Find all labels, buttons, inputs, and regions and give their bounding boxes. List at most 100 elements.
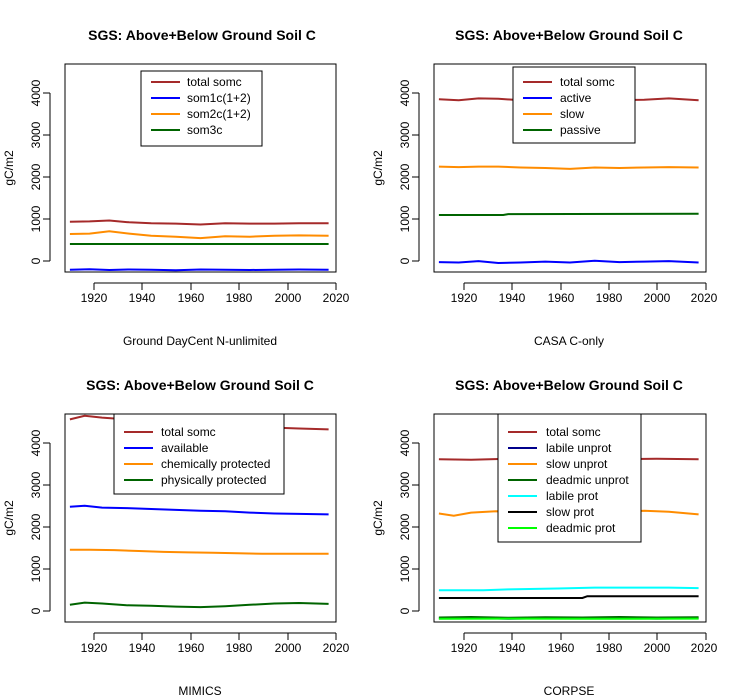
chart-title: SGS: Above+Below Ground Soil C [88,27,316,43]
y-axis-label: gC/m2 [371,150,385,186]
y-tick-label: 1000 [29,555,43,582]
y-axis: 0 1000 2000 3000 4000 [398,79,420,264]
y-tick-label: 3000 [29,121,43,148]
x-axis: 1920 1940 1960 1980 2000 2020 [451,632,718,655]
x-tick-label: 2000 [275,641,302,655]
legend: total somc available chemically protecte… [113,413,285,495]
x-axis-label: CORPSE [544,684,595,698]
series-line-som1c-1-2- [69,268,329,272]
series-line-physically-protected [69,601,329,609]
panel-mimics: SGS: Above+Below Ground Soil C 0 1000 20… [2,377,350,698]
series-line-available [69,504,329,516]
x-tick-label: 1980 [596,291,623,305]
x-tick-label: 1940 [499,641,526,655]
x-tick-label: 2000 [644,291,671,305]
y-tick-label: 2000 [29,163,43,190]
legend-label: total somc [560,75,615,89]
x-tick-label: 2000 [644,641,671,655]
series-line-total-somc [69,219,329,226]
y-tick-label: 2000 [29,513,43,540]
series-line-labile-prot [438,586,699,592]
y-tick-label: 3000 [398,121,412,148]
legend-label: deadmic unprot [546,473,629,487]
x-axis: 1920 1940 1960 1980 2000 2020 [81,282,350,305]
x-tick-label: 1940 [129,641,156,655]
x-axis-label: Ground DayCent N-unlimited [123,334,277,348]
y-tick-label: 1000 [398,555,412,582]
x-tick-label: 2020 [691,291,718,305]
y-tick-label: 4000 [29,79,43,106]
panel-casa: SGS: Above+Below Ground Soil C 0 1000 20… [371,27,718,348]
x-tick-label: 1940 [499,291,526,305]
y-tick-label: 0 [29,257,43,264]
legend-label: physically protected [161,473,266,487]
legend-label: som2c(1+2) [187,107,251,121]
x-tick-label: 2020 [691,641,718,655]
y-axis: 0 1000 2000 3000 4000 [398,429,420,614]
series-line-som2c-1-2- [69,230,329,240]
legend-label: labile prot [546,489,599,503]
legend-label: total somc [161,425,216,439]
x-tick-label: 1980 [226,291,253,305]
legend: total somc som1c(1+2) som2c(1+2) som3c [140,70,263,147]
x-axis-label: CASA C-only [534,334,604,348]
series-line-active [438,259,699,265]
legend-label: slow [560,107,584,121]
x-tick-label: 1960 [548,641,575,655]
x-tick-label: 2000 [275,291,302,305]
y-tick-label: 4000 [398,79,412,106]
x-tick-label: 1960 [548,291,575,305]
legend-label: som3c [187,123,222,137]
x-tick-label: 2020 [323,641,350,655]
y-tick-label: 3000 [29,471,43,498]
x-tick-label: 1920 [451,641,478,655]
legend: total somc active slow passive [512,66,636,144]
y-tick-label: 3000 [398,471,412,498]
legend-label: som1c(1+2) [187,91,251,105]
plot-frame [64,63,337,273]
chart-title: SGS: Above+Below Ground Soil C [455,377,683,393]
legend-label: active [560,91,592,105]
series-line-slow [438,165,699,170]
legend: total somc labile unprot slow unprot dea… [497,413,642,543]
legend-label: total somc [187,75,242,89]
y-axis-label: gC/m2 [2,150,16,186]
x-tick-label: 1920 [451,291,478,305]
series-line-passive [438,212,699,216]
y-axis: 0 1000 2000 3000 4000 [29,79,51,264]
y-axis: 0 1000 2000 3000 4000 [29,429,51,614]
series-layer [69,219,329,272]
legend-label: slow prot [546,505,595,519]
chart-title: SGS: Above+Below Ground Soil C [86,377,314,393]
y-tick-label: 2000 [398,513,412,540]
x-axis: 1920 1940 1960 1980 2000 2020 [451,282,718,305]
legend-label: passive [560,123,601,137]
y-tick-label: 0 [398,257,412,264]
series-line-deadmic-unprot [438,615,699,619]
x-axis: 1920 1940 1960 1980 2000 2020 [81,632,350,655]
x-tick-label: 1960 [178,641,205,655]
x-tick-label: 2020 [323,291,350,305]
x-tick-label: 1960 [178,291,205,305]
y-tick-label: 2000 [398,163,412,190]
series-line-chemically-protected [69,548,329,555]
x-tick-label: 1920 [81,641,108,655]
series-line-slow-prot [438,595,699,599]
y-tick-label: 4000 [398,429,412,456]
legend-label: total somc [546,425,601,439]
panel-corpse: SGS: Above+Below Ground Soil C 0 1000 20… [371,377,718,698]
legend-label: deadmic prot [546,521,616,535]
legend-label: available [161,441,209,455]
y-tick-label: 0 [398,607,412,614]
chart-title: SGS: Above+Below Ground Soil C [455,27,683,43]
plot-frame [433,63,707,273]
panel-daycent: SGS: Above+Below Ground Soil C 0 1000 20… [2,27,350,348]
y-axis-label: gC/m2 [371,500,385,536]
x-tick-label: 1940 [129,291,156,305]
x-tick-label: 1920 [81,291,108,305]
legend-label: chemically protected [161,457,270,471]
y-axis-label: gC/m2 [2,500,16,536]
y-tick-label: 1000 [398,205,412,232]
x-tick-label: 1980 [226,641,253,655]
